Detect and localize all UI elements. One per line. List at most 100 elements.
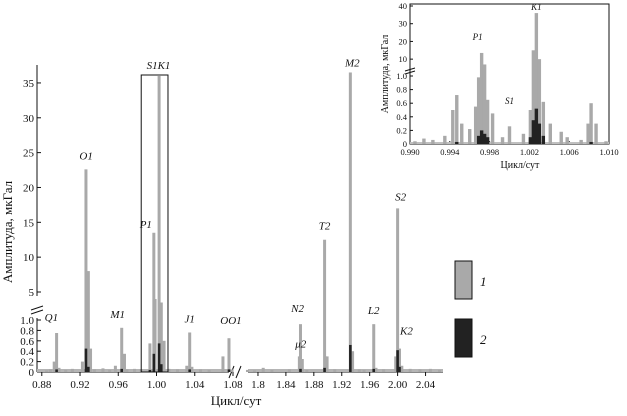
bar-series-1 xyxy=(55,333,59,372)
bar-series-1 xyxy=(333,369,337,372)
inset-y-tick-label: 0.2 xyxy=(396,125,407,135)
bar-series-2 xyxy=(398,366,401,372)
x-tick-label: 1.84 xyxy=(276,379,296,391)
bar-series-1 xyxy=(351,351,355,372)
inset-bar-series-1 xyxy=(473,106,478,144)
inset-bar-series-2 xyxy=(589,141,593,144)
bar-series-1 xyxy=(325,356,329,372)
bar-series-2 xyxy=(152,353,156,372)
bar-series-1 xyxy=(157,75,161,372)
peak-label-P1: P1 xyxy=(139,219,152,231)
bar-series-1 xyxy=(57,367,61,372)
inset-x-tick-label: 1.002 xyxy=(520,147,539,157)
x-tick-label: 1.04 xyxy=(185,379,205,391)
bar-series-1 xyxy=(185,365,189,372)
bar-series-1 xyxy=(230,369,234,372)
bar-series-1 xyxy=(64,369,68,372)
bar-series-1 xyxy=(298,324,302,372)
y-tick-label: 20 xyxy=(23,182,35,194)
bar-series-2 xyxy=(227,369,231,372)
inset-bar-series-2 xyxy=(534,108,539,144)
bar-series-1 xyxy=(113,365,117,372)
bar-series-1 xyxy=(372,324,376,372)
bar-series-1 xyxy=(52,361,56,372)
bar-series-1 xyxy=(108,369,112,372)
bar-series-1 xyxy=(382,369,386,372)
bar-series-1 xyxy=(396,208,400,372)
main-y-axis-title: Амплитуда, мкГал xyxy=(0,180,15,283)
bar-series-1 xyxy=(394,356,398,372)
inset-bar-series-1 xyxy=(507,126,512,144)
inset-y-break-mark xyxy=(404,67,416,75)
bar-series-1 xyxy=(270,369,274,372)
y-tick-label: 0 xyxy=(29,367,35,379)
legend-swatch-series-2 xyxy=(454,318,473,358)
peak-label-M2: M2 xyxy=(344,57,360,69)
bar-series-1 xyxy=(408,368,412,372)
legend: 1 2 xyxy=(454,260,487,358)
y-tick-label: 35 xyxy=(23,78,35,90)
inset-bar-series-1 xyxy=(451,110,455,144)
inset-x-tick-label: 0.994 xyxy=(440,147,460,157)
bar-series-1 xyxy=(252,370,256,372)
y-tick-label: 30 xyxy=(23,113,35,125)
x-tick-label: 2.00 xyxy=(388,379,408,391)
inset-bar-series-1 xyxy=(431,139,435,144)
main-x-axis-title: Цикл/сут xyxy=(211,393,262,408)
bar-series-1 xyxy=(397,348,401,372)
inset-y-tick-label: 10 xyxy=(399,54,408,64)
y-tick-label: 1.0 xyxy=(20,315,34,327)
bar-series-2 xyxy=(55,369,58,372)
inset-bar-series-1 xyxy=(537,59,542,145)
inset-bar-series-1 xyxy=(476,77,481,144)
inset-bar-series-1 xyxy=(455,95,459,144)
bar-series-1 xyxy=(159,302,163,372)
bar-series-1 xyxy=(167,368,171,372)
bar-series-2 xyxy=(148,369,152,372)
bar-series-1 xyxy=(227,338,231,372)
main-labels-layer: Q1 O1 M1 P1 S1K1 J1 OO1 μ2 N2 T2 M2 L2 S2 K2 xyxy=(45,57,414,350)
legend-swatch-series-1 xyxy=(454,260,473,300)
inset-x-tick-label: 1.010 xyxy=(599,147,618,157)
bar-series-1 xyxy=(188,332,192,372)
peak-label-N2: N2 xyxy=(290,303,304,315)
bar-series-1 xyxy=(101,368,105,372)
bar-series-2 xyxy=(349,344,352,372)
inset-bar-series-2 xyxy=(482,133,487,144)
inset-bar-series-1 xyxy=(586,123,590,144)
y-tick-label: 25 xyxy=(23,148,35,160)
bar-series-2 xyxy=(396,350,399,372)
inset-y-tick-label: 20 xyxy=(399,36,408,46)
bar-series-1 xyxy=(300,359,304,372)
bar-series-1 xyxy=(287,369,291,372)
bar-series-1 xyxy=(89,348,93,372)
inset-bar-series-2 xyxy=(537,123,542,144)
inset-bar-series-2 xyxy=(485,137,490,144)
inset-bar-series-2 xyxy=(528,137,533,144)
inset-bar-series-1 xyxy=(413,141,417,144)
bar-series-1 xyxy=(84,169,88,372)
inset-bar-series-2 xyxy=(479,130,484,144)
x-tick-label: 2.04 xyxy=(416,379,436,391)
peak-label-J1: J1 xyxy=(184,313,194,325)
bar-series-1 xyxy=(221,356,225,372)
peak-label-μ2: μ2 xyxy=(294,338,307,350)
inset-y-tick-label: 1.0 xyxy=(396,71,407,81)
inset-bar-series-2 xyxy=(476,135,481,144)
x-tick-label: 0.88 xyxy=(32,379,52,391)
x-tick-label: 1.88 xyxy=(304,379,324,391)
bar-series-1 xyxy=(148,343,152,372)
x-tick-label: 0.96 xyxy=(109,379,129,391)
inset-bar-series-1 xyxy=(604,141,608,144)
inset-peak-label-S1: S1 xyxy=(505,96,514,106)
bar-series-1 xyxy=(45,370,49,372)
bar-series-1 xyxy=(190,366,194,372)
y-tick-label: 0.4 xyxy=(20,346,34,358)
bar-series-1 xyxy=(305,369,309,372)
inset-bar-series-1 xyxy=(589,103,593,144)
bar-series-1 xyxy=(153,299,157,372)
legend-label-series-1: 1 xyxy=(480,274,487,289)
inset-bar-series-1 xyxy=(548,123,552,144)
inset-bar-series-1 xyxy=(479,52,484,144)
inset-y-tick-label: 0.8 xyxy=(396,85,407,95)
